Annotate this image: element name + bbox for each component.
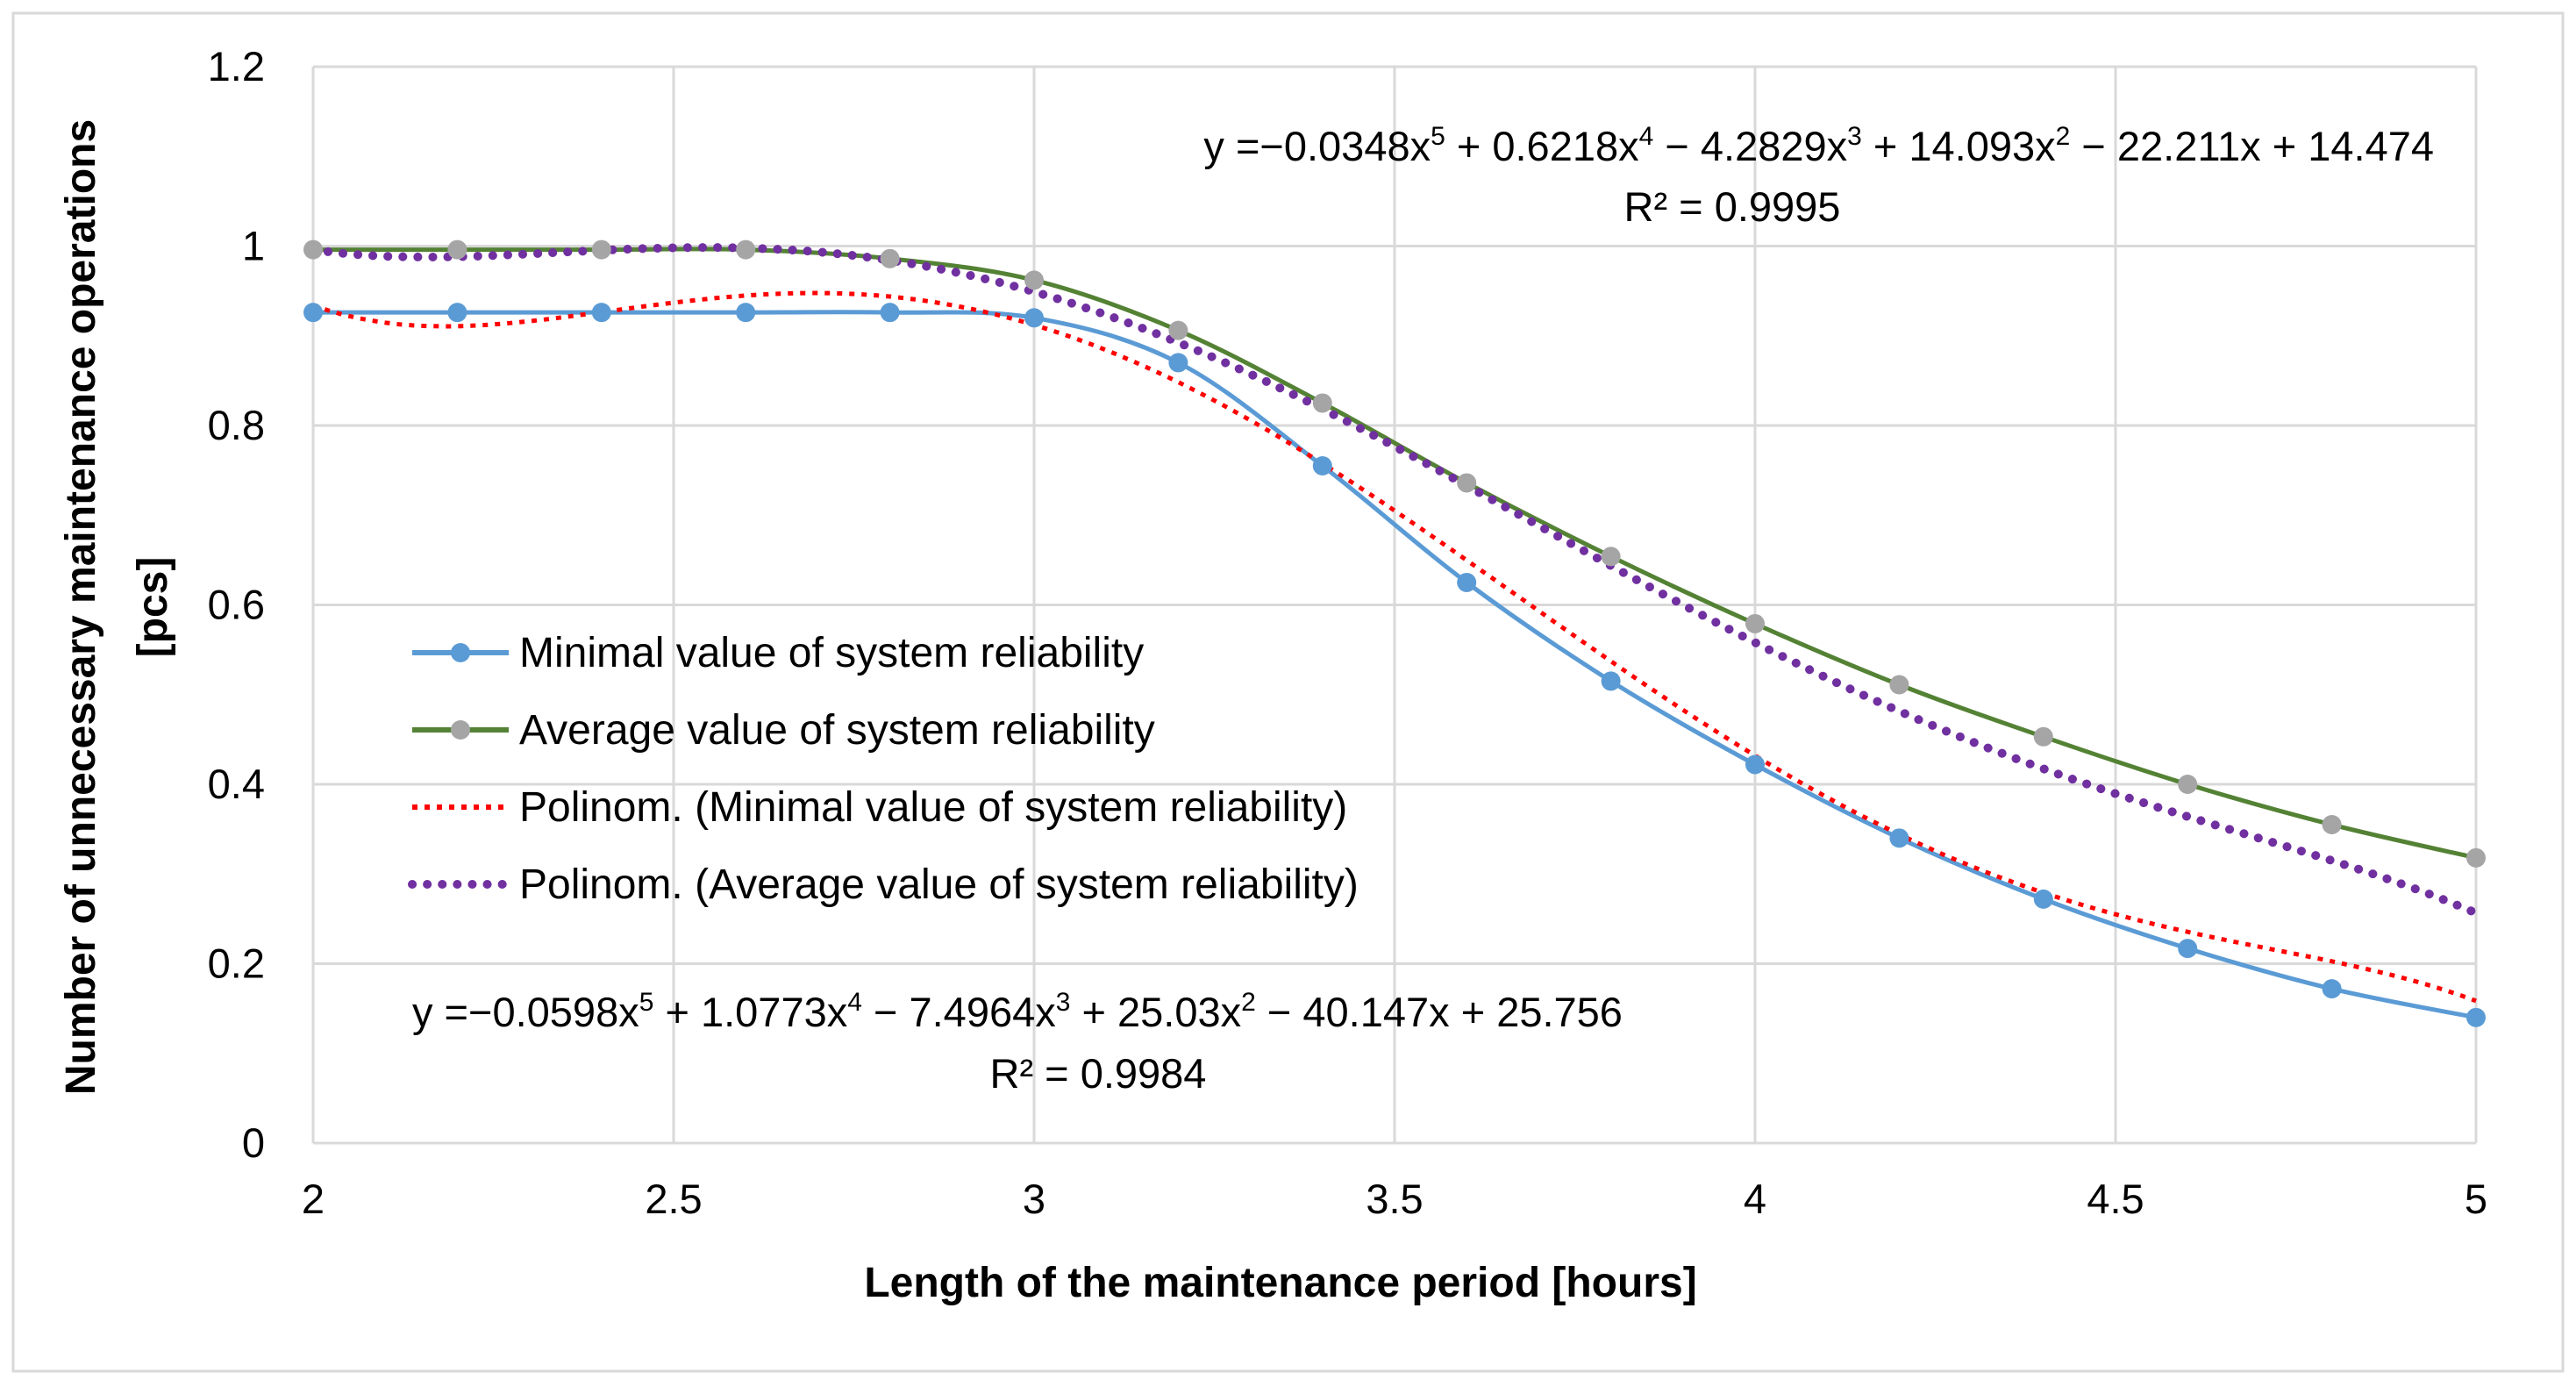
x-tick-label: 3.5 <box>1366 1176 1423 1222</box>
data-point-average <box>1312 393 1332 413</box>
eq-avg-exp: 2 <box>2056 122 2071 151</box>
tick-labels: 0 0.2 0.4 0.6 0.8 1 1.2 2 2.5 3 3.5 4 4.5 5 <box>208 43 2487 1222</box>
data-point-minimal <box>1745 754 1765 775</box>
y-tick-label: 0.8 <box>208 402 265 448</box>
data-point-average <box>1024 270 1044 290</box>
eq-min-part: − 7.4964x <box>862 989 1056 1035</box>
data-point-minimal <box>880 303 900 323</box>
data-point-minimal <box>2178 939 2198 959</box>
data-point-minimal <box>2466 1007 2486 1027</box>
data-point-average <box>1457 473 1477 493</box>
legend-label-minimal: Minimal value of system reliability <box>519 630 1144 676</box>
y-tick-label: 1.2 <box>208 43 265 89</box>
y-axis-label-line1: Number of unnecessary maintenance operat… <box>58 119 104 1095</box>
legend-label-poly-minimal: Polinom. (Minimal value of system reliab… <box>519 784 1347 831</box>
x-tick-label: 2 <box>302 1176 325 1222</box>
y-axis-label-line2: [pcs] <box>130 557 176 658</box>
r2-text-minimal: R² = 0.9984 <box>990 1050 1207 1097</box>
x-axis-label: Length of the maintenance period [hours] <box>864 1260 1696 1306</box>
trendline-poly-average <box>309 243 2480 918</box>
eq-avg-part: y =−0.0348x <box>1203 123 1431 169</box>
data-point-minimal <box>591 303 611 323</box>
data-point-average <box>2033 726 2053 747</box>
legend-item-minimal: Minimal value of system reliability <box>412 630 1144 676</box>
data-point-minimal <box>447 303 467 323</box>
x-tick-label: 5 <box>2465 1176 2487 1222</box>
trendline-equation-average: y =−0.0348x5 + 0.6218x4 − 4.2829x3 + 14.… <box>1203 122 2434 230</box>
y-tick-label: 0.6 <box>208 582 265 628</box>
data-point-average <box>2178 775 2198 794</box>
trendline-poly-minimal <box>312 290 2477 1004</box>
data-point-minimal <box>1889 828 1909 848</box>
legend-marker-minimal <box>451 643 470 662</box>
data-point-minimal <box>1601 671 1621 691</box>
data-point-minimal <box>1024 308 1044 328</box>
eq-min-exp: 2 <box>1241 988 1256 1017</box>
eq-avg-part: − 22.211x + 14.474 <box>2070 123 2434 169</box>
eq-min-exp: 5 <box>639 988 654 1017</box>
legend-label-poly-average: Polinom. (Average value of system reliab… <box>519 861 1359 908</box>
y-axis-label: Number of unnecessary maintenance operat… <box>58 119 176 1095</box>
eq-avg-part: + 0.6218x <box>1445 123 1639 169</box>
data-point-average <box>2466 847 2486 868</box>
data-point-minimal <box>1312 456 1332 476</box>
eq-avg-part: + 14.093x <box>1862 123 2056 169</box>
series-line-minimal <box>313 310 2477 1020</box>
equation-text-minimal: y =−0.0598x5 + 1.0773x4 − 7.4964x3 + 25.… <box>412 988 1623 1035</box>
data-point-average <box>2322 815 2342 835</box>
y-tick-label: 0.4 <box>208 761 265 807</box>
legend-item-average: Average value of system reliability <box>412 707 1155 754</box>
data-point-minimal <box>2322 979 2342 999</box>
legend-marker-average <box>451 720 470 740</box>
data-point-average <box>736 239 756 260</box>
data-point-minimal <box>1457 572 1477 592</box>
eq-min-exp: 4 <box>847 988 862 1017</box>
data-point-average <box>880 248 900 268</box>
eq-avg-exp: 5 <box>1431 122 1445 151</box>
equation-text-average: y =−0.0348x5 + 0.6218x4 − 4.2829x3 + 14.… <box>1203 122 2434 169</box>
eq-min-part: + 25.03x <box>1070 989 1241 1035</box>
legend-item-poly-minimal: Polinom. (Minimal value of system reliab… <box>412 784 1347 831</box>
data-point-minimal <box>736 303 756 323</box>
eq-avg-exp: 3 <box>1847 122 1862 151</box>
data-point-average <box>1745 613 1765 633</box>
eq-min-part: y =−0.0598x <box>412 989 639 1035</box>
data-point-average <box>1168 320 1188 340</box>
chart-border <box>11 11 2565 1373</box>
y-tick-label: 1 <box>242 223 265 269</box>
eq-min-exp: 3 <box>1056 988 1071 1017</box>
eq-min-part: + 1.0773x <box>653 989 847 1035</box>
data-point-average <box>447 239 467 260</box>
x-tick-label: 4.5 <box>2087 1176 2144 1222</box>
eq-avg-part: − 4.2829x <box>1653 123 1847 169</box>
data-point-minimal <box>2033 889 2053 909</box>
data-point-minimal <box>303 303 323 323</box>
data-point-minimal <box>1168 353 1188 373</box>
data-point-average <box>303 239 323 260</box>
data-point-average <box>1601 547 1621 567</box>
data-point-average <box>591 239 611 260</box>
r2-text-average: R² = 0.9995 <box>1624 183 1841 230</box>
eq-avg-exp: 4 <box>1639 122 1654 151</box>
x-tick-label: 3 <box>1023 1176 1045 1222</box>
y-tick-label: 0.2 <box>208 940 265 987</box>
legend-label-average: Average value of system reliability <box>519 707 1155 754</box>
x-tick-label: 2.5 <box>645 1176 702 1222</box>
eq-min-part: − 40.147x + 25.756 <box>1256 989 1623 1035</box>
legend: Minimal value of system reliability Aver… <box>408 630 1359 908</box>
y-tick-label: 0 <box>242 1119 265 1166</box>
trendline-equation-minimal: y =−0.0598x5 + 1.0773x4 − 7.4964x3 + 25.… <box>412 988 1623 1097</box>
legend-item-poly-average: Polinom. (Average value of system reliab… <box>408 861 1359 908</box>
series-layer <box>303 239 2486 1027</box>
data-point-average <box>1889 675 1909 695</box>
x-tick-label: 4 <box>1744 1176 1766 1222</box>
